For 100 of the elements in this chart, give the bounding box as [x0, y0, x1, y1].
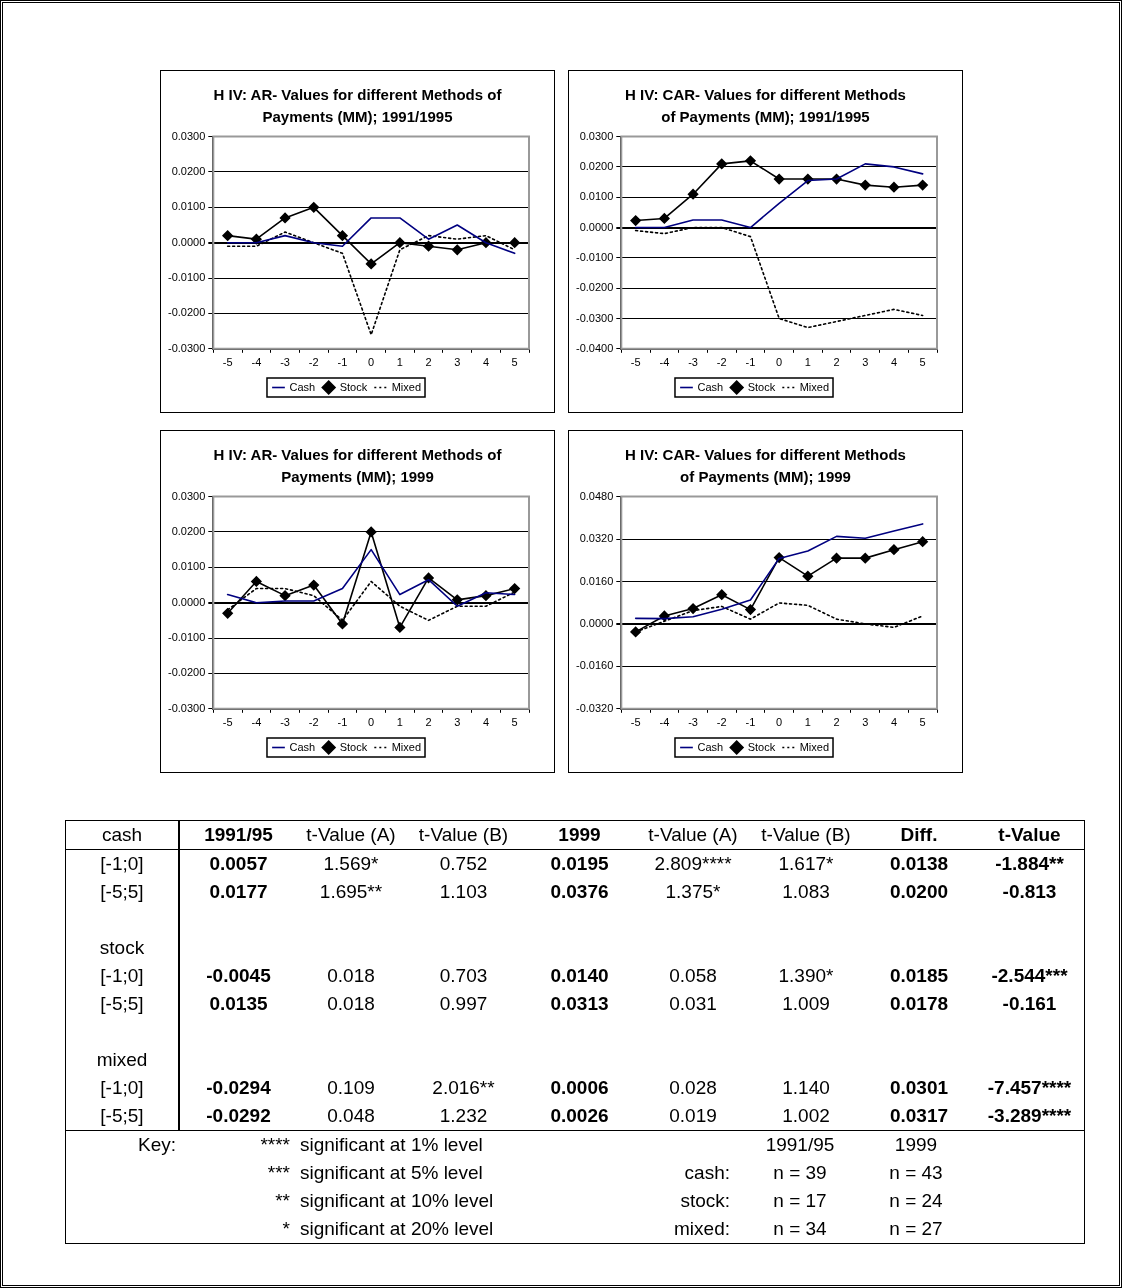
- x-tick-label: -4: [659, 716, 670, 729]
- legend-label: Mixed: [799, 740, 830, 753]
- text: 0.058: [669, 965, 717, 986]
- legend-label: Mixed: [799, 380, 830, 393]
- y-tick-label: 0.0000: [171, 235, 206, 248]
- category-label: [-1;0]: [100, 853, 144, 874]
- category-label: cash: [101, 824, 143, 845]
- x-tick-label: -3: [688, 716, 698, 729]
- text: 0.048: [327, 1105, 375, 1126]
- y-tick-label: 0.0300: [579, 129, 614, 142]
- y-tick-label: 0.0100: [579, 190, 614, 203]
- y-tick-label: 0.0480: [579, 489, 614, 502]
- text: 1999: [558, 824, 601, 845]
- text: 0.0195: [550, 853, 609, 874]
- x-tick-label: -5: [630, 356, 641, 369]
- text: 1.375*: [665, 881, 721, 902]
- text: 1991/95: [765, 1134, 835, 1155]
- chart-title: H IV: AR- Values for different Methods of Payments (MM); 1999: [212, 445, 503, 485]
- text: 1.232: [439, 1105, 488, 1126]
- y-tick-label: 0.0100: [171, 560, 206, 573]
- text: stock:: [680, 1190, 730, 1211]
- legend-label: Mixed: [391, 740, 422, 753]
- text: n = 39: [773, 1162, 827, 1183]
- text: 0.0026: [550, 1105, 609, 1126]
- text: 0.0313: [550, 993, 609, 1014]
- chart-title: H IV: CAR- Values for different Methods of Payments (MM); 1999: [624, 445, 907, 485]
- legend-label: Cash: [697, 740, 724, 753]
- y-tick-label: -0.0400: [576, 341, 614, 354]
- y-tick-label: 0.0200: [171, 165, 206, 177]
- x-tick-label: 3: [862, 356, 869, 369]
- x-tick-label: -4: [251, 356, 262, 369]
- y-tick-label: 0.0200: [579, 159, 614, 172]
- text: 1.009: [782, 993, 830, 1014]
- x-tick-label: -5: [222, 356, 233, 369]
- legend-label: Cash: [289, 740, 316, 753]
- y-tick-label: -0.0300: [168, 341, 206, 354]
- x-tick-label: 4: [890, 356, 898, 369]
- y-tick-label: 0.0160: [579, 574, 614, 587]
- y-tick-label: -0.0320: [576, 701, 614, 714]
- x-tick-label: 5: [511, 356, 518, 369]
- x-tick-label: 3: [454, 716, 461, 729]
- y-tick-label: 0.0100: [171, 200, 206, 213]
- text: 2.016**: [432, 1077, 495, 1098]
- category-label: Key:: [137, 1134, 176, 1155]
- text: 0.0376: [550, 881, 609, 902]
- legend-label: Stock: [747, 740, 776, 753]
- text: 1.140: [782, 1077, 830, 1098]
- category-label: [-1;0]: [100, 1077, 144, 1098]
- text: -0.0294: [206, 1077, 271, 1098]
- x-tick-label: -1: [745, 716, 756, 729]
- text: 0.109: [327, 1077, 375, 1098]
- text: 1.617*: [778, 853, 834, 874]
- text: -7.457****: [987, 1077, 1072, 1098]
- text: 0.703: [439, 965, 488, 986]
- text: cash:: [684, 1162, 730, 1183]
- text: significant at 20% level: [300, 1218, 494, 1239]
- x-tick-label: 0: [368, 716, 375, 729]
- text: significant at 1% level: [300, 1134, 483, 1155]
- y-tick-label: 0.0200: [171, 525, 206, 537]
- text: t-Value (A): [648, 824, 738, 845]
- y-tick-label: -0.0100: [168, 631, 206, 644]
- text: 0.028: [669, 1077, 717, 1098]
- category-label: [-5;5]: [100, 993, 144, 1014]
- x-tick-label: 1: [804, 716, 811, 729]
- x-tick-label: 2: [425, 356, 432, 369]
- x-tick-label: 1: [396, 716, 403, 729]
- y-tick-label: -0.0100: [168, 271, 206, 284]
- text: n = 27: [889, 1218, 943, 1239]
- legend-label: Cash: [697, 380, 724, 393]
- x-tick-label: -2: [716, 716, 727, 729]
- y-tick-label: 0.0000: [171, 595, 206, 608]
- y-tick-label: -0.0300: [576, 311, 614, 324]
- text: 1999: [894, 1134, 938, 1155]
- y-tick-label: 0.0000: [579, 220, 614, 233]
- x-tick-label: -2: [716, 356, 727, 369]
- x-tick-label: 5: [919, 356, 926, 369]
- legend-label: Cash: [289, 380, 316, 393]
- x-tick-label: -1: [337, 356, 348, 369]
- text: -3.289****: [987, 1105, 1072, 1126]
- text: Diff.: [900, 824, 938, 845]
- text: 0.0135: [209, 993, 268, 1014]
- text: n = 34: [773, 1218, 827, 1239]
- y-tick-label: -0.0200: [168, 666, 206, 679]
- text: 0.0138: [889, 853, 949, 874]
- x-tick-label: -2: [308, 716, 319, 729]
- text: -0.161: [1002, 993, 1057, 1014]
- x-tick-label: 1: [396, 356, 403, 369]
- text: 0.019: [669, 1105, 717, 1126]
- text: 0.752: [439, 853, 488, 874]
- y-tick-label: -0.0100: [576, 250, 614, 263]
- x-tick-label: 0: [368, 356, 375, 369]
- x-tick-label: -3: [280, 356, 290, 369]
- text: 0.0301: [889, 1077, 949, 1098]
- text: -0.0045: [206, 965, 271, 986]
- text: significant at 5% level: [300, 1162, 483, 1183]
- x-tick-label: -4: [251, 716, 262, 729]
- text: *: [282, 1218, 290, 1239]
- text: t-Value (B): [418, 824, 509, 845]
- text: 0.0057: [209, 853, 268, 874]
- x-tick-label: 0: [776, 356, 783, 369]
